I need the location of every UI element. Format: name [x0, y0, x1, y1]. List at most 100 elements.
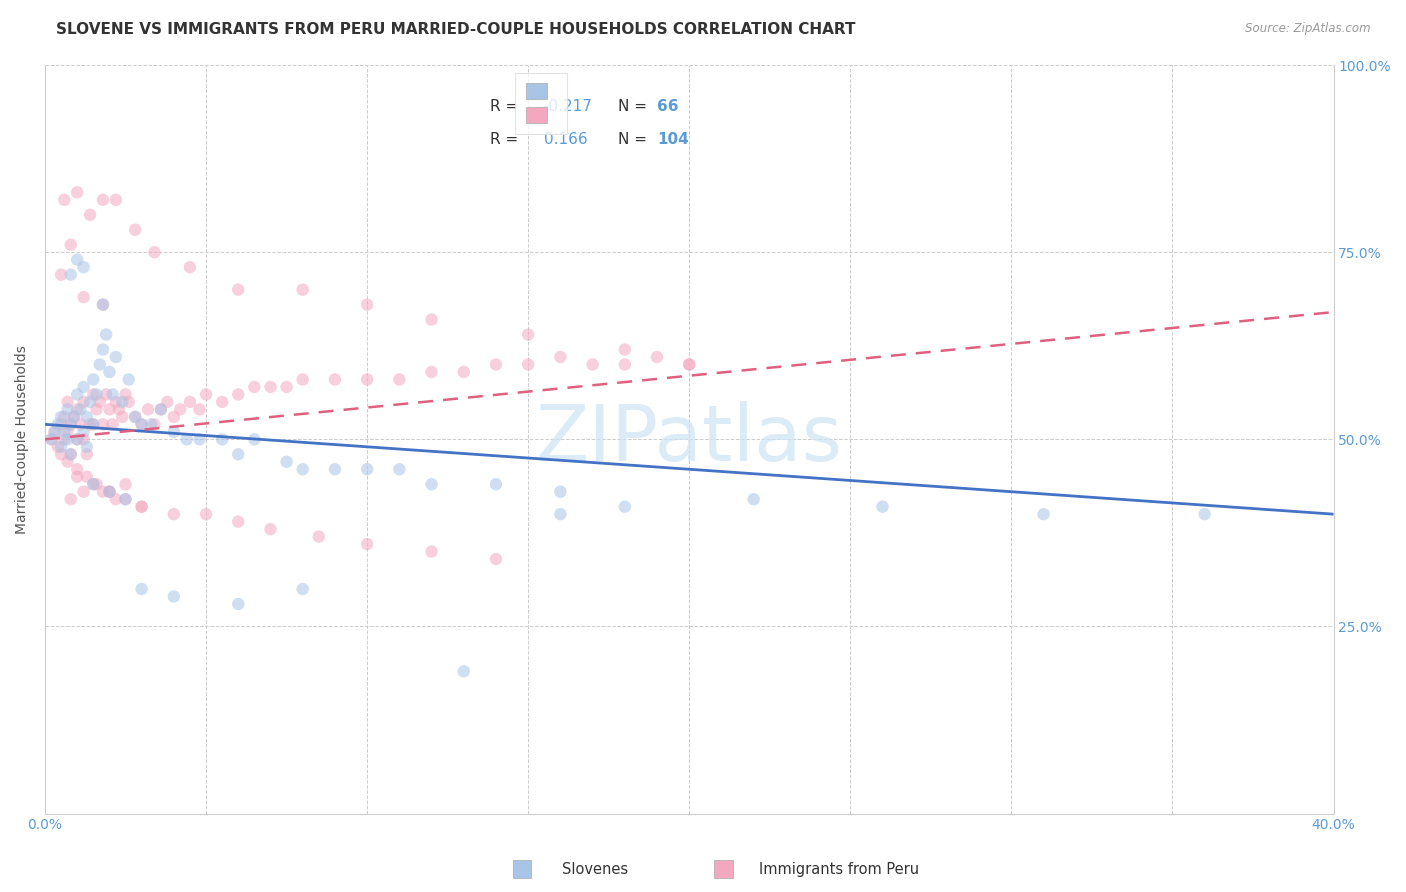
Point — [211, 433, 233, 447]
Text: R =: R = — [489, 99, 523, 114]
Point — [156, 395, 179, 409]
Text: -0.217: -0.217 — [544, 99, 592, 114]
Point — [59, 492, 82, 507]
Point — [124, 409, 146, 424]
Point — [124, 223, 146, 237]
Point — [53, 433, 76, 447]
Point — [96, 327, 118, 342]
Point — [82, 372, 104, 386]
Point — [195, 387, 218, 401]
Text: ZIPatlas: ZIPatlas — [536, 401, 842, 477]
Point — [485, 358, 508, 372]
Point — [195, 507, 218, 521]
Point — [581, 358, 603, 372]
Point — [453, 365, 475, 379]
Point — [86, 477, 108, 491]
Point — [388, 462, 411, 476]
Point — [111, 395, 134, 409]
Point — [59, 417, 82, 432]
Point — [259, 522, 281, 536]
Point — [111, 409, 134, 424]
Point — [259, 380, 281, 394]
Point — [98, 484, 121, 499]
Point — [163, 425, 186, 439]
Point — [69, 417, 91, 432]
Point — [276, 380, 298, 394]
Point — [72, 260, 94, 275]
Point — [72, 290, 94, 304]
Point — [98, 484, 121, 499]
Point — [91, 417, 114, 432]
Point — [104, 492, 127, 507]
Point — [56, 395, 79, 409]
Point — [388, 372, 411, 386]
Text: Slovenes: Slovenes — [562, 863, 628, 877]
Point — [41, 433, 63, 447]
Point — [420, 365, 443, 379]
Point — [104, 350, 127, 364]
Point — [101, 417, 124, 432]
Point — [104, 395, 127, 409]
Point — [53, 193, 76, 207]
Point — [98, 484, 121, 499]
Point — [550, 350, 572, 364]
Point — [226, 597, 249, 611]
Text: N =: N = — [619, 132, 652, 147]
Point — [104, 193, 127, 207]
Point — [141, 417, 163, 432]
Point — [243, 380, 266, 394]
Point — [118, 372, 141, 386]
Point — [136, 402, 159, 417]
Point — [66, 186, 89, 200]
Point — [98, 402, 121, 417]
Point — [91, 297, 114, 311]
Point — [124, 409, 146, 424]
Legend: , : , — [515, 73, 567, 134]
Point — [131, 417, 153, 432]
Point — [163, 507, 186, 521]
Point — [323, 462, 346, 476]
Point — [91, 343, 114, 357]
Point — [872, 500, 894, 514]
Point — [82, 417, 104, 432]
Point — [49, 409, 72, 424]
Point — [613, 500, 636, 514]
Point — [44, 425, 66, 439]
Point — [76, 440, 98, 454]
Point — [226, 387, 249, 401]
Point — [276, 455, 298, 469]
Point — [169, 402, 191, 417]
Point — [63, 409, 86, 424]
Point — [72, 484, 94, 499]
Point — [49, 268, 72, 282]
Point — [63, 409, 86, 424]
Point — [243, 433, 266, 447]
Point — [56, 433, 79, 447]
Point — [66, 462, 89, 476]
Point — [678, 358, 700, 372]
Point — [176, 433, 198, 447]
Point — [211, 395, 233, 409]
Point — [101, 387, 124, 401]
Point — [46, 440, 69, 454]
Point — [82, 477, 104, 491]
Point — [98, 365, 121, 379]
Point — [79, 395, 101, 409]
Point — [613, 358, 636, 372]
Point — [89, 358, 111, 372]
Point — [143, 417, 166, 432]
Point — [108, 402, 131, 417]
Point — [226, 515, 249, 529]
Text: Immigrants from Peru: Immigrants from Peru — [759, 863, 920, 877]
Point — [56, 455, 79, 469]
Point — [49, 447, 72, 461]
Point — [517, 358, 540, 372]
Point — [82, 477, 104, 491]
Point — [485, 552, 508, 566]
Text: R =: R = — [489, 132, 523, 147]
Point — [53, 409, 76, 424]
Point — [76, 447, 98, 461]
Point — [149, 402, 172, 417]
Point — [59, 237, 82, 252]
Point — [678, 358, 700, 372]
